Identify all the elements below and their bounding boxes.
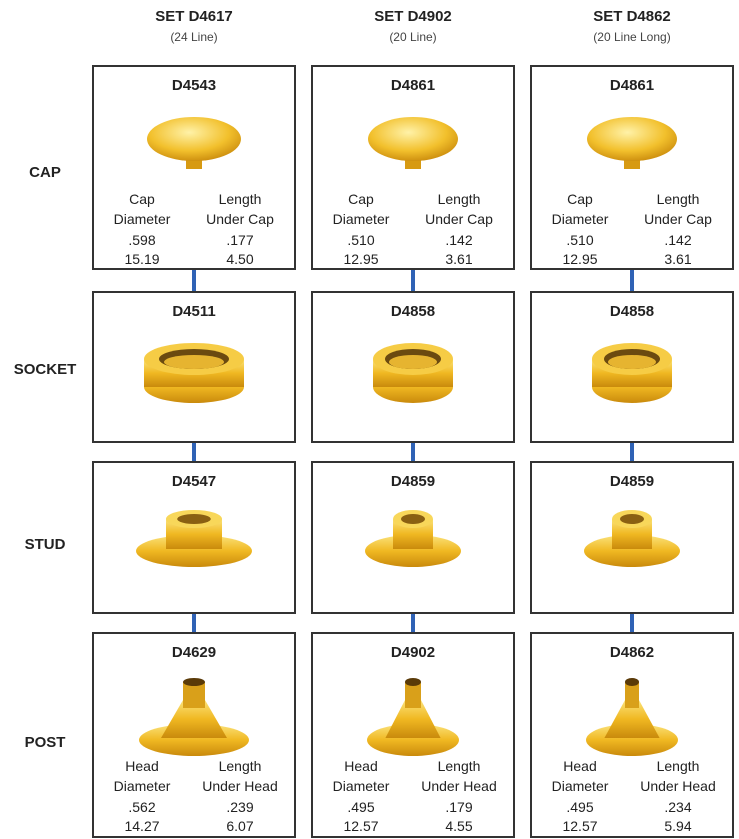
part-image	[592, 343, 672, 403]
part-number: D4629	[171, 644, 217, 661]
spec-label: Cap	[348, 191, 374, 207]
connector	[630, 270, 634, 291]
spec-inch: .495	[347, 799, 375, 815]
spec-label: Diameter	[551, 778, 609, 794]
row-label: SOCKET	[13, 361, 77, 378]
spec-inch: .142	[445, 232, 473, 248]
connector	[192, 614, 196, 632]
spec-label: Length	[218, 758, 262, 774]
part-number: D4861	[609, 77, 655, 94]
spec-label: Cap	[567, 191, 593, 207]
part-image	[147, 117, 241, 169]
part-number: D4858	[609, 303, 655, 320]
spec-label: Under Cap	[206, 211, 274, 227]
spec-mm: 12.95	[562, 251, 598, 267]
spec-label: Diameter	[332, 211, 390, 227]
part-number: D4859	[609, 473, 655, 490]
part-image	[367, 678, 459, 756]
spec-inch: .510	[566, 232, 594, 248]
part-number: D4511	[172, 303, 216, 320]
part-number: D4543	[171, 77, 217, 94]
spec-mm: 15.19	[124, 251, 160, 267]
set-subtitle: (24 Line)	[170, 30, 218, 44]
connector	[411, 443, 415, 461]
spec-inch: .239	[226, 799, 254, 815]
spec-inch: .179	[445, 799, 473, 815]
row-label: STUD	[24, 536, 66, 553]
part-number: D4859	[390, 473, 436, 490]
spec-label: Cap	[129, 191, 155, 207]
part-image	[373, 343, 453, 403]
spec-mm: 14.27	[124, 818, 160, 834]
set-subtitle: (20 Line Long)	[593, 30, 671, 44]
part-number: D4547	[171, 473, 217, 490]
set-title: SET D4862	[593, 8, 671, 25]
spec-label: Head	[125, 758, 159, 774]
spec-label: Under Head	[640, 778, 716, 794]
set-subtitle: (20 Line)	[389, 30, 437, 44]
part-image	[368, 117, 458, 169]
part-image	[136, 510, 252, 567]
part-number: D4862	[609, 644, 655, 661]
part-image	[584, 510, 680, 567]
spec-mm: 4.50	[226, 251, 254, 267]
spec-inch: .234	[664, 799, 692, 815]
spec-label: Under Head	[202, 778, 278, 794]
spec-label: Length	[656, 191, 700, 207]
spec-mm: 12.95	[343, 251, 379, 267]
spec-mm: 3.61	[445, 251, 473, 267]
spec-mm: 6.07	[226, 818, 254, 834]
spec-label: Diameter	[332, 778, 390, 794]
spec-label: Under Head	[421, 778, 497, 794]
row-label: CAP	[29, 164, 61, 181]
spec-label: Length	[656, 758, 700, 774]
part-box	[311, 291, 515, 443]
spec-inch: .562	[128, 799, 156, 815]
part-box	[530, 291, 734, 443]
spec-label: Diameter	[551, 211, 609, 227]
spec-label: Under Cap	[425, 211, 493, 227]
spec-label: Length	[437, 191, 481, 207]
spec-mm: 3.61	[664, 251, 692, 267]
spec-mm: 12.57	[343, 818, 379, 834]
part-image	[139, 678, 249, 756]
part-number: D4858	[390, 303, 436, 320]
spec-label: Length	[437, 758, 481, 774]
spec-label: Head	[563, 758, 597, 774]
spec-inch: .598	[128, 232, 156, 248]
connector	[630, 614, 634, 632]
part-image	[587, 117, 677, 169]
set-title: SET D4902	[374, 8, 452, 25]
spec-inch: .495	[566, 799, 594, 815]
part-number: D4861	[390, 77, 436, 94]
part-box	[311, 65, 515, 270]
spec-inch: .510	[347, 232, 375, 248]
part-image	[365, 510, 461, 567]
connector	[192, 270, 196, 291]
spec-label: Length	[218, 191, 262, 207]
part-image	[586, 678, 678, 756]
connector	[411, 614, 415, 632]
connector	[192, 443, 196, 461]
spec-inch: .177	[226, 232, 254, 248]
set-title: SET D4617	[155, 8, 233, 25]
spec-mm: 4.55	[445, 818, 473, 834]
spec-label: Diameter	[113, 778, 171, 794]
spec-label: Diameter	[113, 211, 171, 227]
row-label: POST	[24, 734, 66, 751]
spec-mm: 5.94	[664, 818, 692, 834]
spec-mm: 12.57	[562, 818, 598, 834]
connector	[630, 443, 634, 461]
spec-label: Under Cap	[644, 211, 712, 227]
part-image	[144, 343, 244, 403]
part-number: D4902	[390, 644, 436, 661]
connector	[411, 270, 415, 291]
spec-label: Head	[344, 758, 378, 774]
spec-inch: .142	[664, 232, 692, 248]
